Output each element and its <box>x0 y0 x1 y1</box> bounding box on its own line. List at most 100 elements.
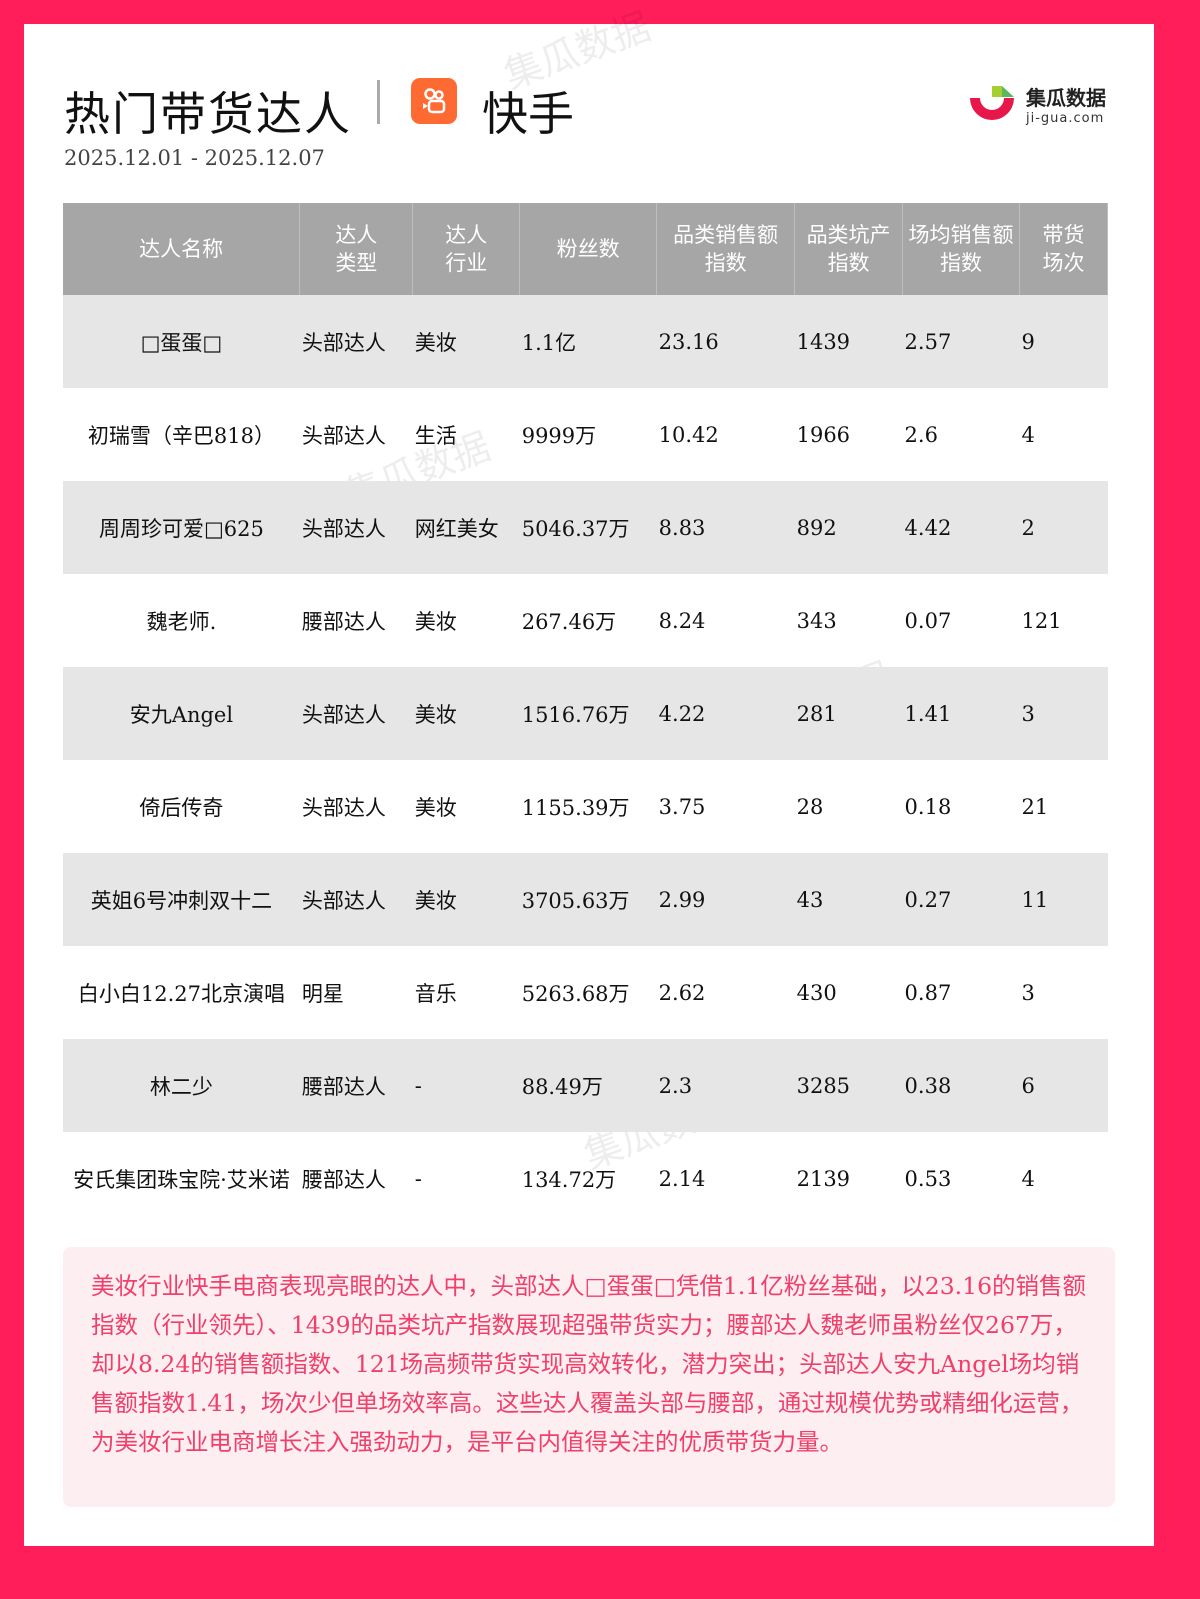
table-cell: 4.22 <box>656 667 795 760</box>
table-cell: 0.53 <box>904 1166 952 1191</box>
column-header-line: 品类销售额 <box>673 223 779 247</box>
table-cell: 88.49万 <box>519 1039 657 1132</box>
table-cell: 5046.37万 <box>519 481 657 574</box>
table-cell: 头部达人 <box>299 481 413 574</box>
column-header-line: 行业 <box>445 251 488 275</box>
table-cell: 美妆 <box>412 295 520 388</box>
table-cell: 美妆 <box>412 667 520 760</box>
column-header: 品类销售额 指数 <box>656 203 796 295</box>
table-cell: 23.16 <box>656 295 795 388</box>
table-row: 安九Angel 头部达人 美妆 1516.76万 4.22 281 1.41 3 <box>63 667 1108 760</box>
brand-logo: 集瓜数据 ji-gua.com <box>966 82 1106 126</box>
column-header-line: 粉丝数 <box>556 237 620 261</box>
table-cell: 1155.39万 <box>521 795 630 820</box>
table-cell: 0.38 <box>902 1039 1020 1132</box>
table-cell: 美妆 <box>414 795 457 820</box>
table-cell: 1516.76万 <box>519 667 657 760</box>
table-cell: 头部达人 <box>299 667 413 760</box>
table-cell: 4.42 <box>902 481 1020 574</box>
table-cell: 0.87 <box>904 980 952 1005</box>
column-header-line: 指数 <box>704 251 747 275</box>
summary-text: 美妆行业快手电商表现亮眼的达人中，头部达人□蛋蛋□凭借1.1亿粉丝基础，以23.… <box>63 1247 1115 1507</box>
table-cell: 1966 <box>796 422 851 447</box>
table-cell: 0.07 <box>904 608 952 633</box>
table-cell: 2.3 <box>656 1039 795 1132</box>
table-cell: 明星 <box>301 981 344 1006</box>
column-header-line: 品类坑产 <box>806 223 891 247</box>
table-row: 英姐6号冲刺双十二 头部达人 美妆 3705.63万 2.99 43 0.27 11 <box>63 853 1108 946</box>
table-cell: 3 <box>1019 667 1108 760</box>
table-cell: 281 <box>794 667 903 760</box>
table-cell: 8.83 <box>656 481 795 574</box>
column-header-line: 指数 <box>940 251 983 275</box>
kuaishou-logo-icon <box>411 78 457 124</box>
table-cell: 安氏集团珠宝院·艾米诺 <box>73 1167 290 1192</box>
table-cell: 2139 <box>796 1166 851 1191</box>
table-cell: 6 <box>1019 1039 1108 1132</box>
table-cell: □蛋蛋□ <box>63 295 300 388</box>
column-header: 达人名称 <box>63 203 301 295</box>
table-cell: 4 <box>1021 1166 1035 1191</box>
table-cell: 美妆 <box>412 853 520 946</box>
table-cell: 892 <box>794 481 903 574</box>
brand-domain: ji-gua.com <box>1026 111 1105 126</box>
table-cell: 头部达人 <box>299 853 413 946</box>
table-row: □蛋蛋□ 头部达人 美妆 1.1亿 23.16 1439 2.57 9 <box>63 295 1108 388</box>
table-header: 达人名称 达人 类型 达人 行业 粉丝数 品类销售额 指数 品类坑产 指数 场均销售额 指数 带货 场次 <box>63 203 1109 295</box>
table-cell: - <box>414 1166 422 1191</box>
column-header: 场均销售额 指数 <box>902 203 1020 295</box>
column-header-line: 场次 <box>1042 251 1085 275</box>
table-cell: 头部达人 <box>299 295 413 388</box>
column-header: 达人 行业 <box>412 203 521 295</box>
table-cell: 121 <box>1021 608 1062 633</box>
platform-name: 快手 <box>482 87 574 141</box>
table-cell: 魏老师. <box>146 609 217 634</box>
table-cell: 0.27 <box>902 853 1020 946</box>
table-cell: 5263.68万 <box>521 981 630 1006</box>
column-header-line: 达人 <box>335 223 378 247</box>
table-row: 周周珍可爱□625 头部达人 网红美女 5046.37万 8.83 892 4.42 2 <box>63 481 1108 574</box>
table-cell: 2.14 <box>658 1166 706 1191</box>
table-cell: 21 <box>1021 794 1049 819</box>
table-row: 魏老师. 腰部达人 美妆 267.46万 8.24 343 0.07 121 <box>63 574 1108 667</box>
table-cell: 9999万 <box>521 423 597 448</box>
column-header: 带货 场次 <box>1019 203 1109 295</box>
column-header: 达人 类型 <box>299 203 414 295</box>
table-cell: 2 <box>1019 481 1108 574</box>
table-cell: 腰部达人 <box>299 1039 413 1132</box>
table-row: 倚后传奇 头部达人 美妆 1155.39万 3.75 28 0.18 21 <box>63 760 1108 853</box>
table-cell: 9 <box>1019 295 1108 388</box>
table-cell: 初瑞雪（辛巴818） <box>87 423 275 448</box>
table-cell: 43 <box>794 853 903 946</box>
table-cell: 头部达人 <box>301 423 386 448</box>
table-cell: 10.42 <box>658 422 719 447</box>
table-cell: 267.46万 <box>521 609 617 634</box>
column-header-line: 达人 <box>445 223 488 247</box>
table-cell: 林二少 <box>63 1039 300 1132</box>
table-cell: 2.62 <box>658 980 706 1005</box>
column-header: 粉丝数 <box>519 203 658 295</box>
influencer-table: 达人名称 达人 类型 达人 行业 粉丝数 品类销售额 指数 品类坑产 指数 场均销售额 指数 带货 场次 … <box>63 203 1109 1225</box>
table-cell: 美妆 <box>414 609 457 634</box>
table-cell: 8.24 <box>658 608 706 633</box>
table-cell: 3.75 <box>658 794 706 819</box>
column-header: 品类坑产 指数 <box>794 203 904 295</box>
table-cell: 音乐 <box>414 981 457 1006</box>
column-header-line: 场均销售额 <box>908 223 1014 247</box>
table-cell: 11 <box>1019 853 1108 946</box>
table-cell: 白小白12.27北京演唱 <box>77 981 285 1006</box>
column-header-line: 类型 <box>335 251 378 275</box>
table-row: 林二少 腰部达人 -88.49万 2.3 3285 0.38 6 <box>63 1039 1108 1132</box>
table-cell: 2.6 <box>904 422 938 447</box>
table-cell: 2.57 <box>902 295 1020 388</box>
table-cell: 网红美女 <box>412 481 520 574</box>
column-header-line: 带货 <box>1042 223 1085 247</box>
table-row: 白小白12.27北京演唱 明星 音乐 5263.68万 2.62 430 0.87 3 <box>63 946 1108 1039</box>
table-cell: 28 <box>796 794 824 819</box>
table-cell: 头部达人 <box>301 795 386 820</box>
table-cell: 腰部达人 <box>301 1167 386 1192</box>
table-cell: 英姐6号冲刺双十二 <box>63 853 300 946</box>
table-cell: 134.72万 <box>521 1167 617 1192</box>
jigua-logo-icon <box>970 86 1014 120</box>
table-cell: 安九Angel <box>63 667 300 760</box>
